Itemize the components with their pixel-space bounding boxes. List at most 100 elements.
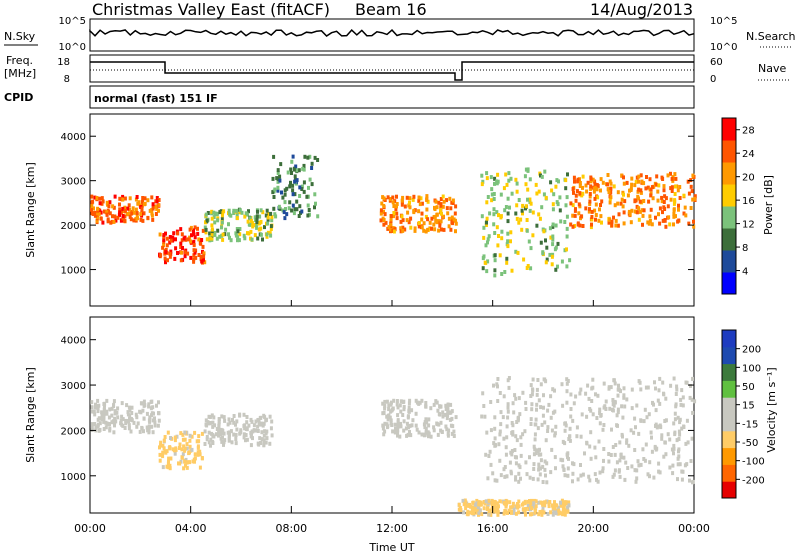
time-x-axis: 00:00 04:00 08:00 12:00 16:00 20:00 00:00: [74, 300, 710, 535]
data-cell: [229, 429, 233, 434]
data-cell: [637, 463, 641, 468]
data-cell: [105, 411, 109, 416]
data-cell: [576, 221, 580, 226]
data-cell: [256, 418, 260, 422]
data-cell: [630, 387, 634, 392]
data-cell: [200, 456, 204, 460]
data-cell: [204, 227, 208, 232]
data-cell: [204, 422, 208, 427]
data-cell: [205, 218, 209, 223]
data-cell: [169, 436, 172, 440]
data-cell: [243, 426, 247, 431]
data-cell: [629, 220, 633, 225]
data-cell: [446, 211, 450, 216]
data-cell: [222, 442, 225, 447]
data-cell: [387, 403, 391, 408]
data-cell: [531, 476, 535, 481]
colorbar-tick-label: 15: [742, 401, 755, 412]
data-cell: [168, 251, 172, 256]
data-cell: [589, 225, 593, 230]
data-cell: [579, 463, 582, 467]
data-cell: [581, 224, 585, 228]
data-cell: [517, 198, 521, 202]
data-cell: [507, 178, 511, 183]
data-cell: [630, 464, 634, 469]
data-cell: [596, 195, 600, 200]
data-cell: [145, 425, 149, 430]
data-cell: [584, 391, 588, 396]
data-cell: [451, 424, 455, 429]
data-cell: [502, 511, 506, 516]
data-cell: [510, 449, 514, 453]
data-cell: [146, 198, 150, 203]
data-cell: [629, 186, 633, 191]
data-cell: [535, 407, 538, 412]
data-cell: [577, 202, 581, 207]
data-cell: [613, 468, 617, 473]
data-cell: [620, 197, 624, 202]
data-cell: [150, 195, 154, 200]
data-cell: [550, 447, 554, 452]
data-cell: [485, 269, 489, 274]
data-cell: [104, 425, 108, 430]
data-cell: [542, 405, 545, 410]
data-cell: [427, 431, 431, 436]
data-cell: [609, 190, 613, 195]
data-cell: [434, 199, 438, 204]
data-cell: [135, 424, 139, 429]
data-cell: [449, 402, 453, 407]
data-cell: [203, 429, 207, 434]
data-cell: [105, 200, 109, 205]
data-cell: [658, 221, 662, 226]
data-cell: [524, 182, 528, 187]
data-cell: [686, 179, 690, 184]
data-cell: [401, 413, 405, 417]
data-cell: [218, 210, 222, 215]
data-cell: [561, 403, 565, 408]
data-cell: [685, 380, 689, 385]
data-cell: [135, 195, 139, 199]
data-cell: [130, 405, 134, 410]
data-cell: [422, 221, 426, 226]
data-cell: [446, 433, 450, 438]
data-cell: [228, 420, 232, 425]
data-cell: [100, 415, 104, 420]
data-cell: [537, 512, 541, 517]
data-cell: [521, 203, 525, 208]
data-cell: [249, 443, 253, 448]
data-cell: [622, 210, 626, 215]
data-cell: [677, 429, 681, 434]
data-cell: [181, 432, 185, 437]
data-cell: [417, 224, 421, 229]
data-cell: [685, 418, 689, 423]
data-cell: [489, 175, 493, 180]
data-cell: [204, 230, 208, 235]
data-cell: [523, 429, 527, 434]
colorbar-tick-label: 12: [742, 220, 755, 231]
data-cell: [530, 392, 534, 397]
data-cell: [502, 436, 506, 441]
data-cell: [150, 213, 154, 218]
data-cell: [524, 167, 528, 172]
data-cell: [551, 222, 555, 227]
data-cell: [234, 433, 238, 437]
data-cell: [641, 222, 644, 227]
data-cell: [257, 227, 261, 232]
data-cell: [188, 460, 192, 465]
data-cell: [606, 173, 610, 177]
data-cell: [609, 453, 613, 457]
data-cell: [492, 192, 496, 196]
data-cell: [194, 248, 198, 253]
data-cell: [293, 207, 297, 212]
data-cell: [159, 440, 163, 445]
data-cell: [227, 435, 231, 439]
data-cell: [611, 408, 615, 413]
data-cell: [556, 241, 560, 246]
data-cell: [120, 422, 124, 427]
data-cell: [409, 433, 413, 438]
data-cell: [682, 193, 686, 198]
data-cell: [452, 429, 456, 434]
data-cell: [674, 184, 677, 189]
data-cell: [266, 212, 270, 216]
data-cell: [495, 478, 499, 483]
